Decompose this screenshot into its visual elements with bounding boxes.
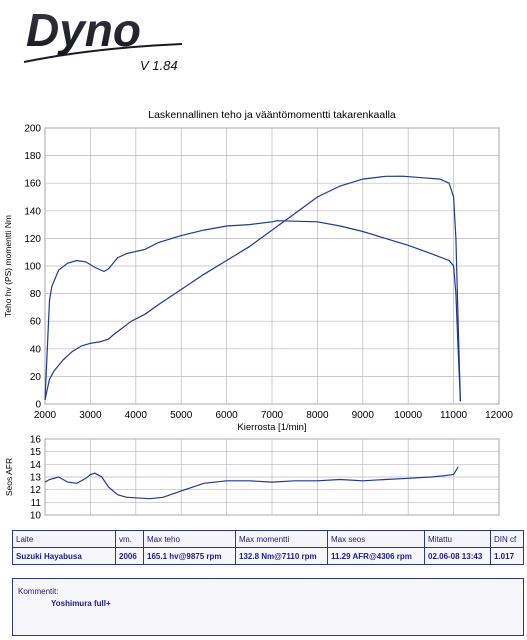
x-axis-label: Kierrosta [1/min] [237, 422, 306, 433]
y-tick-label: 120 [24, 234, 41, 245]
series-line-1 [44, 466, 459, 500]
comment-label: Kommentit: [18, 587, 59, 596]
header-year: vm. [115, 530, 144, 548]
y-tick-label: 14 [30, 460, 42, 471]
y-tick-label: 10 [30, 511, 42, 521]
y-tick-label: 15 [30, 447, 42, 458]
run-info-table: Laite vm. Max teho Max momentti Max seos… [12, 530, 524, 565]
comment-box: Kommentit: Yoshimura full+ [12, 578, 524, 636]
value-max-power: 165.1 hv@9875 rpm [143, 547, 236, 565]
comment-text: Yoshimura full+ [51, 599, 111, 608]
y-tick-label: 13 [30, 473, 42, 484]
value-device: Suzuki Hayabusa [12, 547, 116, 565]
header-max-power: Max teho [143, 530, 236, 548]
y-tick-label: 180 [24, 151, 41, 162]
value-max-afr: 11.29 AFR@4306 rpm [327, 547, 425, 565]
y-tick-label: 11 [31, 498, 42, 509]
y-tick-label: 12 [30, 485, 42, 496]
x-tick-label: 5000 [170, 410, 193, 421]
header-measured: Mitattu [424, 530, 491, 548]
x-tick-label: 2000 [34, 410, 57, 421]
x-tick-label: 10000 [394, 410, 422, 421]
logo-version: V 1.84 [140, 58, 178, 73]
series-line-2 [44, 220, 461, 402]
y-tick-label: 20 [30, 372, 42, 383]
header-device: Laite [12, 530, 116, 548]
header-max-afr: Max seos [327, 530, 425, 548]
x-tick-label: 7000 [261, 410, 284, 421]
dyno-logo: Dyno V 1.84 [23, 4, 183, 73]
x-tick-label: 4000 [125, 410, 148, 421]
y-tick-label: 80 [30, 289, 42, 300]
value-year: 2006 [115, 547, 144, 565]
value-measured: 02.06-08 13:43 [424, 547, 491, 565]
value-din-cf: 1.017 [490, 547, 524, 565]
y-tick-label: 140 [24, 206, 41, 217]
power-torque-plot: 0 20 40 60 80 100 120 140 160 180 200 2000 3000 4000 5… [3, 109, 513, 433]
x-tick-label: 11000 [440, 410, 468, 421]
header-max-torque: Max momentti [235, 530, 328, 548]
x-tick-label: 9000 [352, 410, 375, 421]
y-tick-label: 200 [24, 124, 41, 135]
y-tick-label: 160 [24, 179, 41, 190]
x-tick-label: 3000 [79, 410, 102, 421]
y-tick-label: 60 [30, 317, 42, 328]
x-tick-label: 12000 [485, 410, 513, 421]
series-line-1 [44, 175, 461, 402]
header-din-cf: DIN cf [490, 530, 524, 548]
dyno-chart: 0 20 40 60 80 100 120 140 160 180 200 2000 3000 4000 5… [3, 109, 513, 521]
x-tick-label: 6000 [215, 410, 238, 421]
y-axis-label: Seos AFR [4, 458, 14, 496]
chart-title: Laskennallinen teho ja vääntömomentti ta… [148, 109, 396, 121]
y-tick-label: 100 [24, 262, 41, 273]
y-tick-label: 0 [35, 400, 41, 411]
y-axis-label: Teho hv (PS) momentti Nm [3, 215, 13, 317]
value-max-torque: 132.8 Nm@7110 rpm [235, 547, 328, 565]
y-tick-label: 16 [30, 435, 42, 446]
y-tick-label: 40 [30, 344, 42, 355]
x-tick-label: 8000 [306, 410, 329, 421]
